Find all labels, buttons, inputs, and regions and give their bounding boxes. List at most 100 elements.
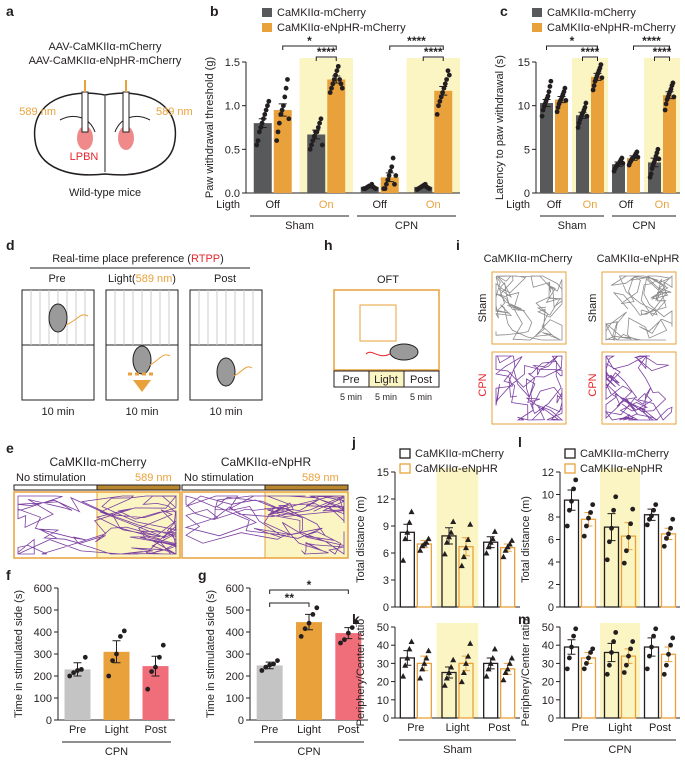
y-tick-label: 50 <box>377 622 389 634</box>
data-point <box>267 662 273 668</box>
significance-label: **** <box>424 45 443 59</box>
data-point <box>278 112 284 117</box>
bar <box>253 123 272 193</box>
wavelength: 589 nm <box>156 106 193 118</box>
data-point <box>327 90 333 95</box>
data-point <box>314 605 320 611</box>
data-point <box>609 525 614 531</box>
data-point <box>425 535 432 542</box>
y-tick-label: 0 <box>238 715 244 727</box>
data-point <box>586 515 591 521</box>
data-point <box>153 664 158 670</box>
data-point <box>443 674 450 681</box>
data-point <box>656 156 662 162</box>
data-point <box>626 653 631 659</box>
significance-label: **** <box>642 34 661 48</box>
legend-label: CaMKIIα-mCherry <box>415 448 504 460</box>
data-point <box>465 653 472 659</box>
data-point <box>644 666 650 672</box>
data-point <box>419 665 426 672</box>
data-point <box>562 85 568 91</box>
data-point <box>444 77 450 82</box>
data-point <box>436 103 441 109</box>
data-point <box>310 138 316 144</box>
y-tick-label: 10 <box>377 695 389 707</box>
x-tick-label: Light <box>297 724 321 736</box>
data-point <box>307 146 313 152</box>
data-point <box>256 129 262 135</box>
significance-label: **** <box>407 34 426 48</box>
y-tick-label: 200 <box>226 671 244 683</box>
data-point <box>283 85 289 91</box>
y-axis-label: Latency to paw withdrawal (s) <box>494 55 506 200</box>
bar <box>663 95 676 193</box>
data-point <box>149 669 155 674</box>
data-point <box>500 676 507 683</box>
y-tick-label: 40 <box>377 640 389 652</box>
data-point <box>145 686 151 692</box>
y-tick-label: 0 <box>548 602 554 614</box>
panel-label: g <box>198 567 207 583</box>
data-point <box>406 645 413 652</box>
data-point <box>575 125 581 130</box>
light-shading <box>600 623 640 718</box>
target: LPBN <box>70 151 99 163</box>
data-point <box>502 547 509 553</box>
data-point <box>463 660 469 666</box>
data-point <box>423 539 430 545</box>
title-text: ) <box>220 253 224 265</box>
data-point <box>583 100 589 106</box>
legend-swatch <box>532 23 542 32</box>
y-tick-label: 12 <box>377 494 389 506</box>
group-label: CPN <box>105 746 128 758</box>
data-point <box>647 653 652 659</box>
group-label: Sham <box>558 220 587 232</box>
x-tick-label: Off <box>547 199 562 211</box>
mouse <box>389 343 419 361</box>
data-point <box>75 668 80 673</box>
significance-label: ** <box>285 591 295 605</box>
panel-label: a <box>6 3 14 19</box>
title: CaMKIIα-eNpHR <box>221 455 312 469</box>
data-point <box>668 525 673 531</box>
legend-label: CaMKIIα-mCherry <box>547 7 636 19</box>
injection <box>77 126 93 150</box>
data-point <box>609 650 614 655</box>
data-point <box>663 101 669 107</box>
y-axis-label: Time in stimulated side (s) <box>13 590 25 718</box>
y-tick-label: 30 <box>542 658 554 670</box>
data-point <box>491 645 498 652</box>
data-point <box>655 146 661 152</box>
data-point <box>446 72 452 78</box>
y-axis-label: Paw withdrawal threshold (g) <box>204 57 216 198</box>
data-point <box>664 662 669 668</box>
legend-swatch <box>262 23 272 32</box>
y-tick-label: 2 <box>548 580 554 592</box>
x-tick-label: Pre <box>261 724 278 736</box>
significance-bracket <box>582 56 598 61</box>
y-tick-label: 0 <box>548 713 554 725</box>
data-point <box>263 107 269 113</box>
data-point <box>567 655 572 661</box>
data-point <box>508 537 515 543</box>
panel-label: k <box>352 611 360 627</box>
bar <box>335 633 362 720</box>
significance-bracket <box>546 45 598 50</box>
legend-label: CaMKIIα-eNpHR-mCherry <box>547 22 676 34</box>
wavelength: 589 nm <box>19 106 56 118</box>
arena <box>491 351 567 425</box>
data-point <box>281 103 286 109</box>
data-point <box>417 547 424 553</box>
panel-label: h <box>324 237 333 253</box>
y-tick-label: 20 <box>377 677 389 689</box>
x-row-label: Ligth <box>216 199 240 211</box>
data-point <box>118 634 123 639</box>
trajectory <box>17 495 178 555</box>
legend-swatch <box>564 448 576 459</box>
data-point <box>666 651 671 657</box>
y-tick-label: 1.5 <box>225 57 240 69</box>
data-point <box>506 541 513 547</box>
y-tick-label: 600 <box>34 583 52 595</box>
bar <box>483 662 499 719</box>
data-point <box>315 125 321 130</box>
